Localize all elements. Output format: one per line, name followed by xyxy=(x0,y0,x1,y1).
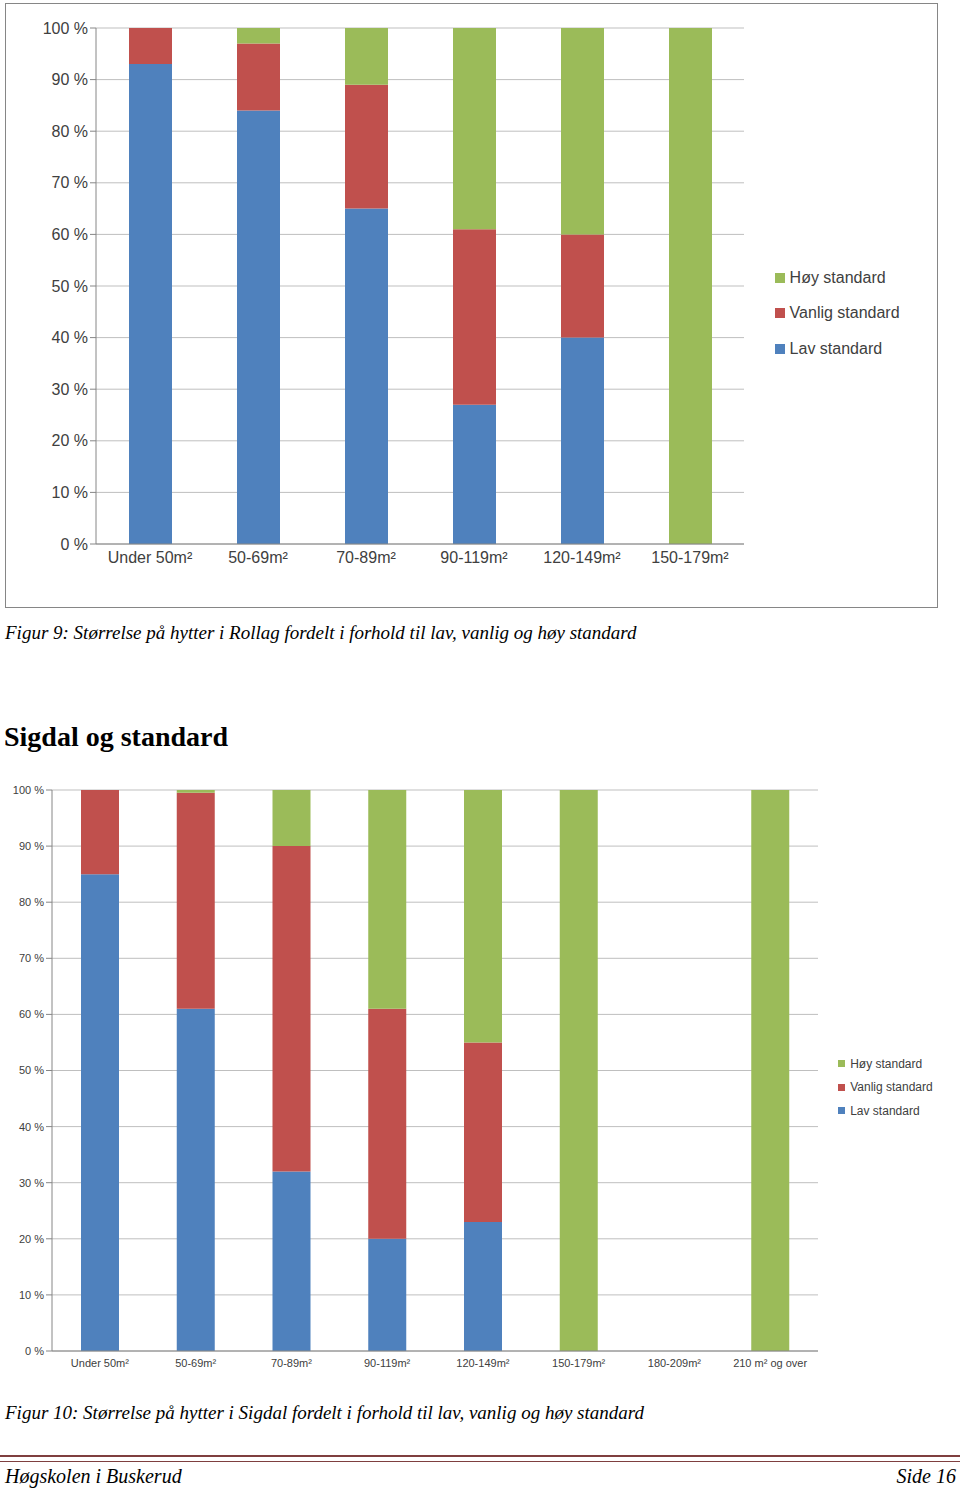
svg-text:90-119m²: 90-119m² xyxy=(440,549,508,566)
svg-text:90 %: 90 % xyxy=(52,71,88,88)
svg-text:70 %: 70 % xyxy=(52,174,88,191)
svg-text:60 %: 60 % xyxy=(19,1008,44,1020)
html-text:Høgskolen i Buskerud: Høgskolen i Buskerud xyxy=(5,1465,182,1487)
svg-text:0 %: 0 % xyxy=(25,1345,44,1357)
html-text:Vanlig standard: Vanlig standard xyxy=(850,1080,933,1095)
svg-text:150-179m²: 150-179m² xyxy=(552,1357,606,1369)
html-text:Lav standard: Lav standard xyxy=(850,1103,920,1118)
svg-text:20 %: 20 % xyxy=(19,1233,44,1245)
svg-text:70 %: 70 % xyxy=(19,952,44,964)
svg-text:Under 50m²: Under 50m² xyxy=(108,549,193,566)
html-text:Vanlig standard: Vanlig standard xyxy=(789,304,900,322)
svg-text:30 %: 30 % xyxy=(52,381,88,398)
svg-text:0 %: 0 % xyxy=(60,536,88,553)
html-text:Lav standard: Lav standard xyxy=(789,339,883,357)
svg-text:120-149m²: 120-149m² xyxy=(456,1357,510,1369)
svg-text:Under 50m²: Under 50m² xyxy=(71,1357,129,1369)
svg-text:80 %: 80 % xyxy=(19,896,44,908)
svg-text:50 %: 50 % xyxy=(19,1064,44,1076)
svg-text:70-89m²: 70-89m² xyxy=(336,549,396,566)
svg-text:40 %: 40 % xyxy=(52,329,88,346)
svg-text:10 %: 10 % xyxy=(19,1289,44,1301)
svg-text:10 %: 10 % xyxy=(52,484,88,501)
html-text:Side 16: Side 16 xyxy=(896,1465,956,1487)
svg-text:40 %: 40 % xyxy=(19,1121,44,1133)
svg-text:50-69m²: 50-69m² xyxy=(228,549,288,566)
svg-text:150-179m²: 150-179m² xyxy=(651,549,729,566)
svg-text:30 %: 30 % xyxy=(19,1177,44,1189)
svg-text:90 %: 90 % xyxy=(19,840,44,852)
svg-text:60 %: 60 % xyxy=(52,226,88,243)
svg-text:100 %: 100 % xyxy=(43,20,88,37)
html-text:Sigdal og standard: Sigdal og standard xyxy=(4,721,229,752)
html-text:Høy standard: Høy standard xyxy=(850,1056,923,1071)
html-text:Høy standard: Høy standard xyxy=(789,268,886,286)
html-text:Figur 9: Størrelse på hytter i: Figur 9: Størrelse på hytter i Rollag fo… xyxy=(5,622,637,643)
svg-text:120-149m²: 120-149m² xyxy=(543,549,621,566)
svg-text:180-209m²: 180-209m² xyxy=(648,1357,702,1369)
svg-text:210 m² og over: 210 m² og over xyxy=(733,1357,807,1369)
svg-text:100 %: 100 % xyxy=(13,784,44,796)
svg-text:20 %: 20 % xyxy=(52,432,88,449)
svg-text:50-69m²: 50-69m² xyxy=(175,1357,216,1369)
svg-text:90-119m²: 90-119m² xyxy=(364,1357,411,1369)
svg-text:80 %: 80 % xyxy=(52,123,88,140)
svg-text:50 %: 50 % xyxy=(52,278,88,295)
html-text:Figur 10: Størrelse på hytter: Figur 10: Størrelse på hytter i Sigdal f… xyxy=(5,1402,644,1423)
svg-text:70-89m²: 70-89m² xyxy=(271,1357,312,1369)
